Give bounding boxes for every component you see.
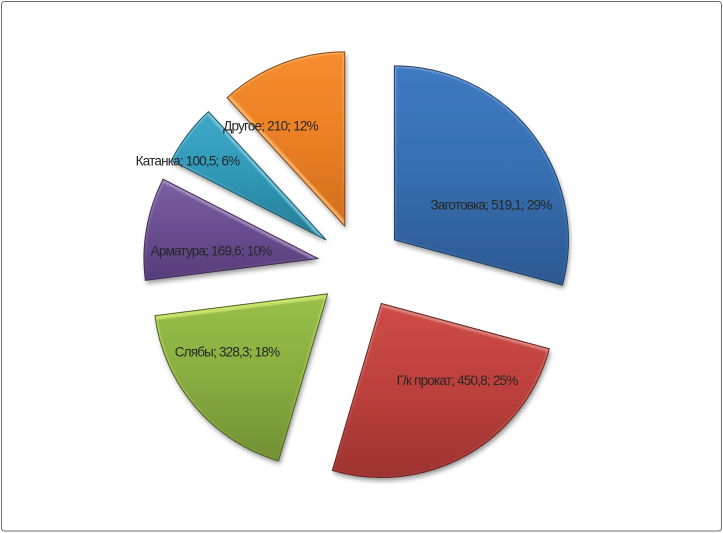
svg-text:Слябы; 328,3; 18%: Слябы; 328,3; 18%	[175, 344, 280, 359]
svg-text:Другое; 210; 12%: Другое; 210; 12%	[223, 118, 318, 133]
svg-text:Катанка; 100,5; 6%: Катанка; 100,5; 6%	[136, 153, 240, 168]
svg-text:Заготовка; 519,1; 29%: Заготовка; 519,1; 29%	[431, 197, 553, 212]
svg-text:Арматура; 169,6; 10%: Арматура; 169,6; 10%	[151, 243, 273, 258]
svg-text:Г/к прокат; 450,8; 25%: Г/к прокат; 450,8; 25%	[397, 373, 519, 388]
